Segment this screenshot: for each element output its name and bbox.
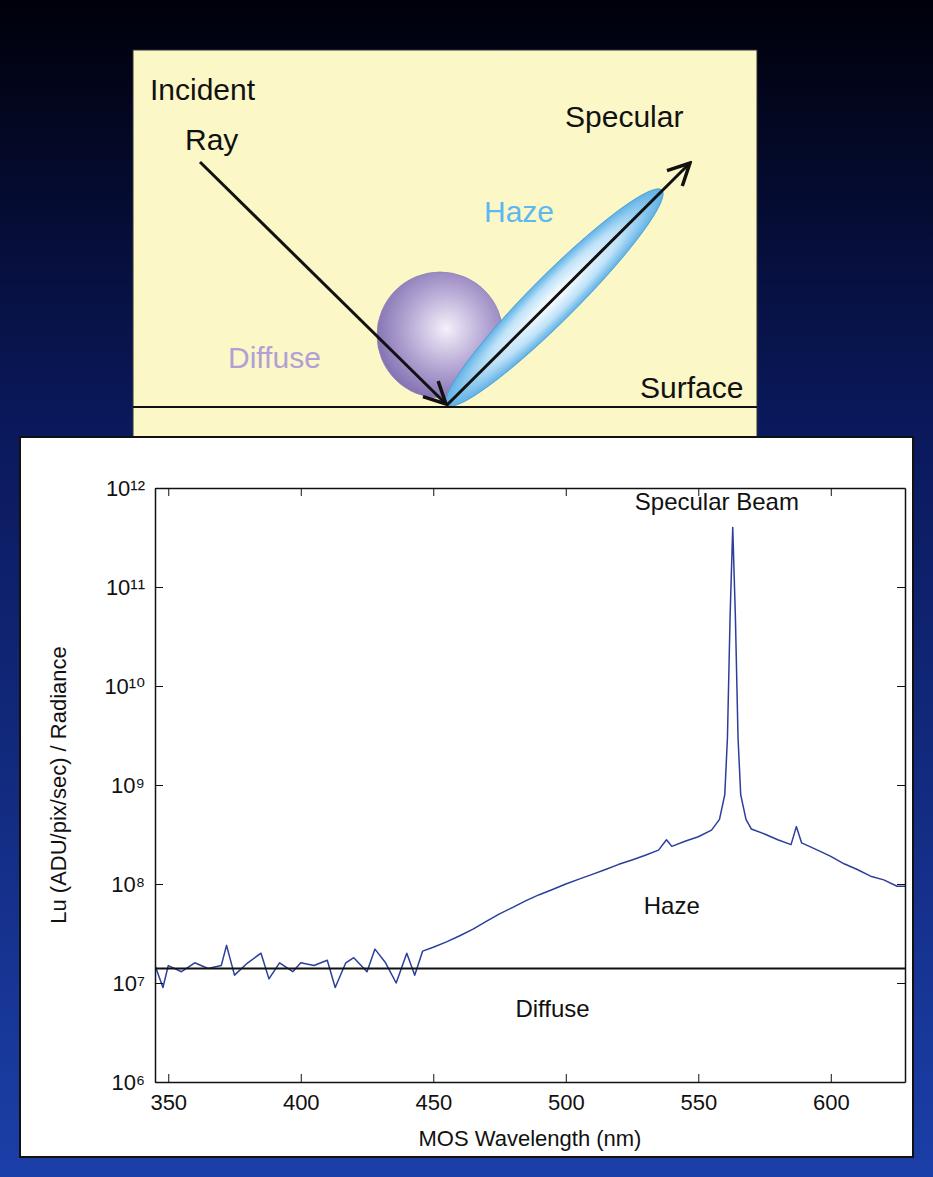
tick-mark	[831, 1074, 832, 1082]
annotations: Specular Beam Haze Diffuse	[515, 488, 798, 1022]
tick-label: 400	[283, 1090, 320, 1115]
tick-mark	[566, 1074, 567, 1082]
tick	[168, 488, 169, 496]
tick: 10¹⁰	[104, 674, 163, 699]
diagram-panel	[133, 50, 757, 445]
incident-ray-label: IncidentRay	[150, 73, 256, 156]
tick: 10⁹	[111, 773, 163, 798]
tick	[831, 488, 832, 496]
tick: 10¹¹	[106, 575, 163, 600]
tick-mark	[301, 488, 302, 496]
annotation: Haze	[644, 892, 700, 919]
tick-mark	[897, 884, 905, 885]
tick: 550	[680, 1074, 717, 1115]
tick-label: 350	[150, 1090, 187, 1115]
annotation: Diffuse	[515, 995, 589, 1022]
tick: 400	[283, 1074, 320, 1115]
diagram: IncidentRay Specular Haze Diffuse Surface	[133, 50, 757, 445]
tick: 500	[548, 1074, 585, 1115]
tick	[897, 1082, 905, 1083]
y-axis-right	[897, 489, 906, 1083]
tick-label: 10⁶	[111, 1070, 145, 1095]
tick	[897, 488, 905, 489]
tick-mark	[698, 1074, 699, 1082]
page: IncidentRay Specular Haze Diffuse Surface 350…	[0, 0, 933, 1177]
tick-mark	[155, 1082, 163, 1083]
diffuse-label: Diffuse	[228, 341, 321, 374]
tick-label: 10¹¹	[106, 575, 145, 600]
tick-label: 10¹⁰	[104, 674, 145, 699]
tick-mark	[897, 785, 905, 786]
tick-mark	[897, 1082, 905, 1083]
tick	[301, 488, 302, 496]
tick: 10⁸	[111, 872, 163, 897]
tick	[897, 587, 905, 588]
tick	[897, 884, 905, 885]
surface-line	[133, 406, 757, 408]
tick-label: 10¹²	[106, 476, 145, 501]
tick-mark	[301, 1074, 302, 1082]
tick: 10⁷	[113, 971, 163, 996]
tick-label: 10⁷	[113, 971, 145, 996]
tick-label: 10⁹	[111, 773, 145, 798]
tick-label: 10⁸	[111, 872, 145, 897]
diffuse-level-line	[155, 968, 905, 970]
tick	[897, 686, 905, 687]
specular-ray	[447, 163, 690, 405]
tick-mark	[155, 785, 163, 786]
chart-panel	[20, 437, 913, 1157]
background	[0, 0, 933, 1177]
x-axis-title: MOS Wavelength (nm)	[419, 1126, 642, 1151]
y-axis: 10⁶ 10⁷ 10⁸ 10⁹ 10¹⁰ 10¹¹ 10¹²	[104, 476, 163, 1095]
x-axis: 350 400 450 500 550 600	[150, 1074, 905, 1115]
surface-label: Surface	[640, 371, 743, 404]
incident-ray	[200, 162, 446, 404]
spectrum-line	[155, 527, 905, 987]
tick-mark	[155, 884, 163, 885]
tick-mark	[831, 488, 832, 496]
tick-mark	[168, 488, 169, 496]
tick-mark	[155, 686, 163, 687]
tick	[433, 488, 434, 496]
tick: 10¹²	[106, 476, 163, 501]
tick-label: 550	[680, 1090, 717, 1115]
tick-mark	[433, 488, 434, 496]
tick	[897, 983, 905, 984]
annotation: Specular Beam	[635, 488, 799, 515]
plot-area	[155, 527, 905, 987]
tick-mark	[897, 488, 905, 489]
tick-mark	[897, 587, 905, 588]
tick-mark	[566, 488, 567, 496]
tick: 10⁶	[111, 1070, 163, 1095]
tick	[897, 785, 905, 786]
tick-label: 500	[548, 1090, 585, 1115]
tick-mark	[433, 1074, 434, 1082]
tick-mark	[897, 686, 905, 687]
chart: 35040045050055060010⁶10⁷10⁸10⁹10¹⁰10¹¹10…	[20, 437, 913, 1157]
tick-label: 450	[415, 1090, 452, 1115]
tick-label: 600	[813, 1090, 850, 1115]
y-axis-title: Lu (ADU/pix/sec) / Radiance	[46, 646, 71, 924]
haze-label: Haze	[484, 195, 554, 228]
tick: 450	[415, 1074, 452, 1115]
tick-mark	[897, 983, 905, 984]
axis-line	[156, 1082, 906, 1084]
specular-label: Specular	[565, 100, 683, 133]
tick-mark	[155, 983, 163, 984]
tick	[566, 488, 567, 496]
tick-mark	[155, 587, 163, 588]
tick: 600	[813, 1074, 850, 1115]
tick-mark	[168, 1074, 169, 1082]
